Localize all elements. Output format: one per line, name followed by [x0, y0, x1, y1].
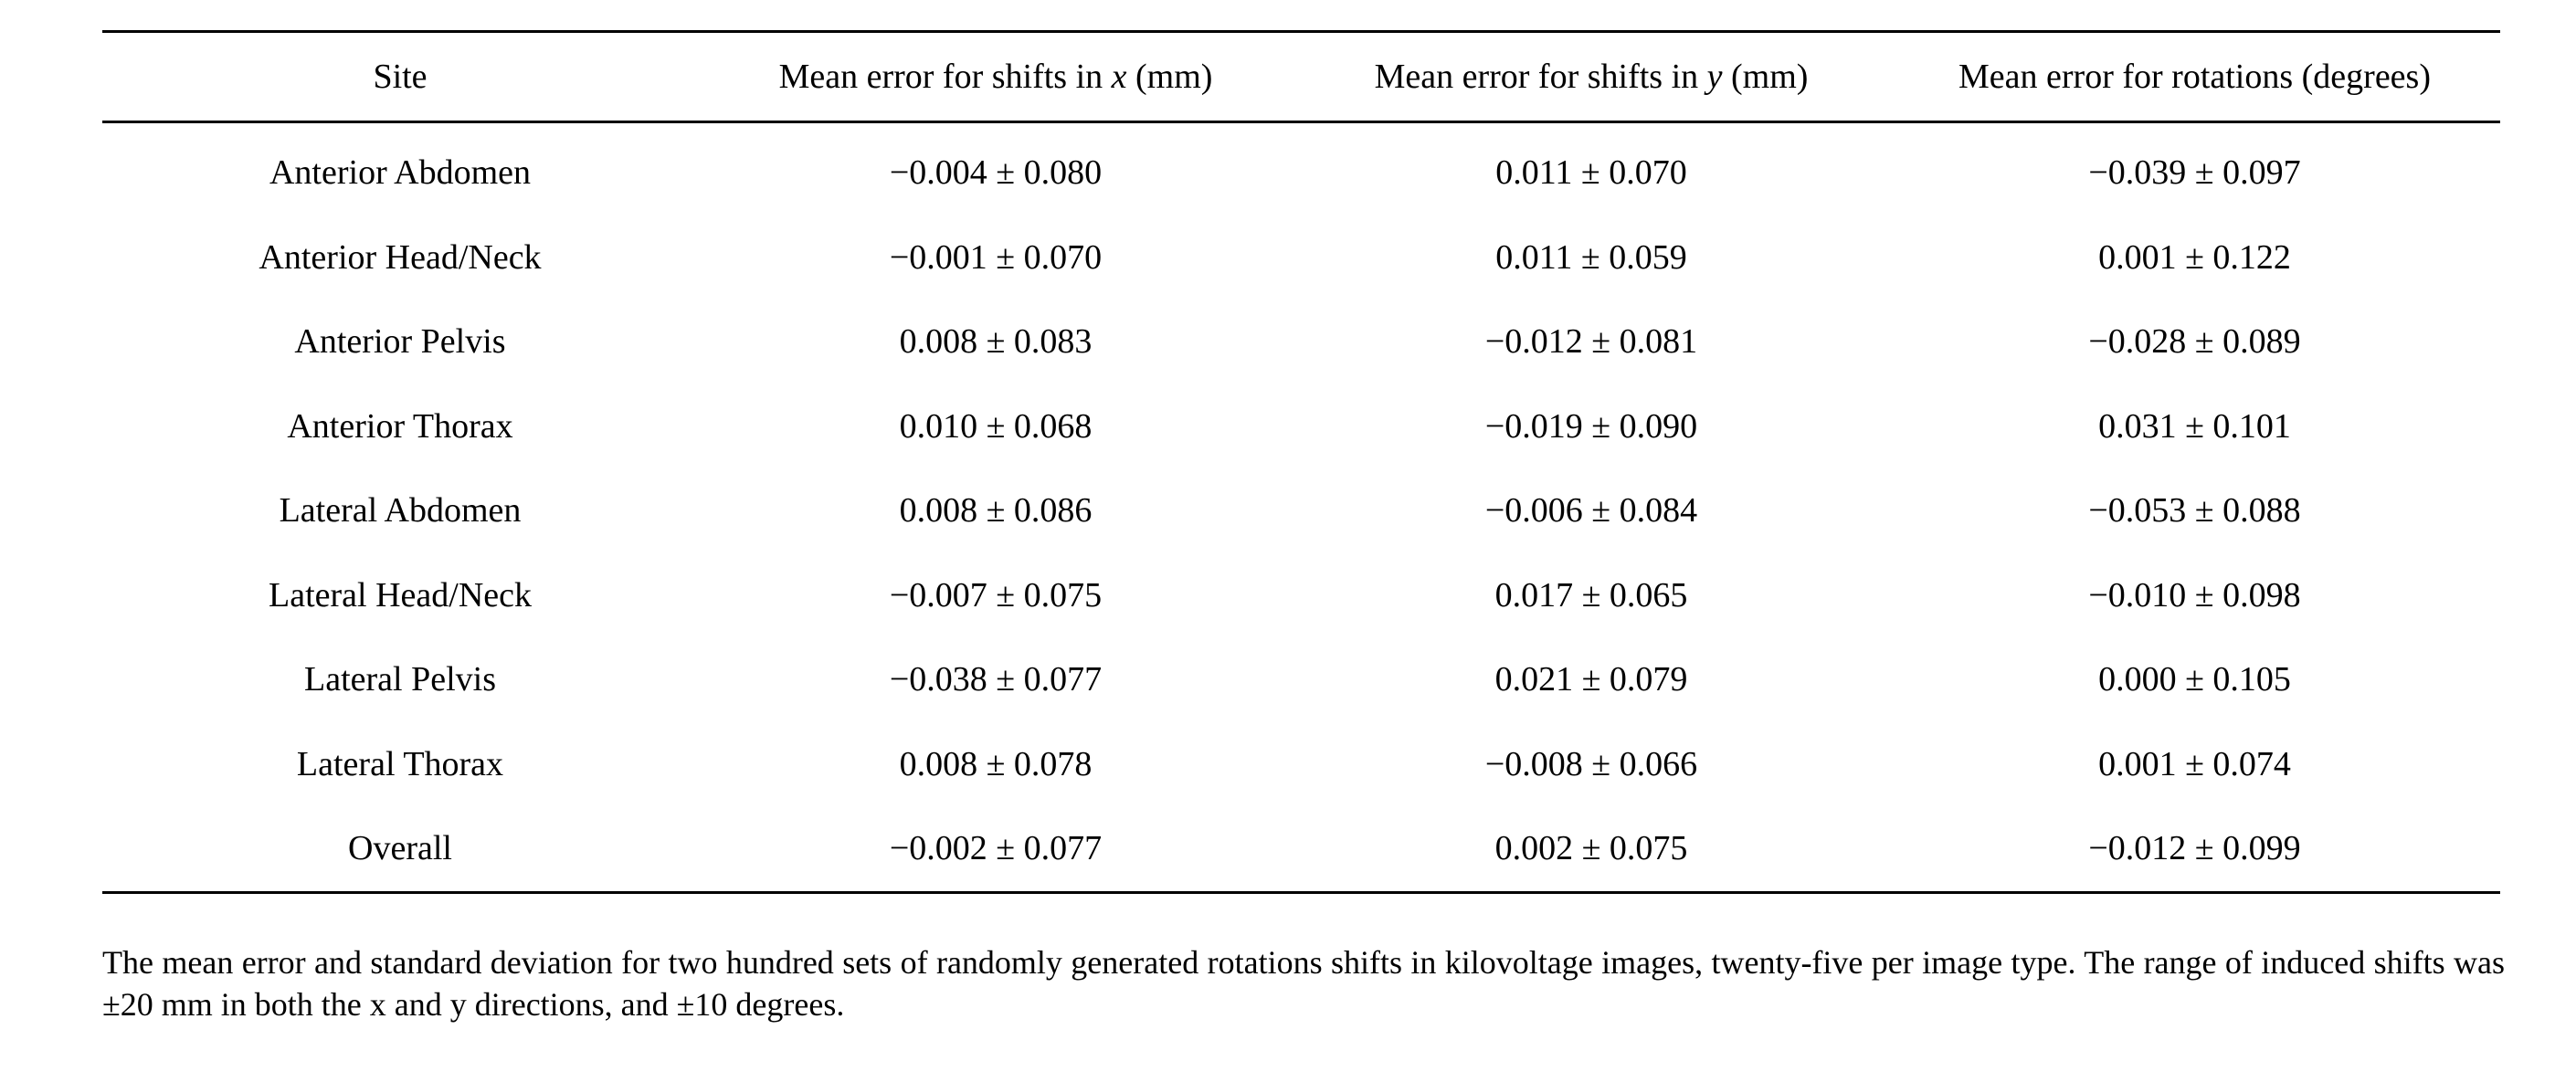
cell-site: Anterior Abdomen [269, 153, 531, 193]
cell-shift-y: −0.019 ± 0.090 [1484, 406, 1698, 446]
cell-rotation: −0.028 ± 0.089 [2088, 322, 2301, 362]
table-caption: The mean error and standard deviation fo… [102, 944, 2505, 1023]
cell-site: Anterior Pelvis [294, 322, 506, 362]
cell-shift-x: 0.008 ± 0.078 [899, 744, 1093, 783]
cell-shift-y: 0.017 ± 0.065 [1494, 575, 1688, 615]
table-row: Lateral Head/Neck −0.007 ± 0.075 0.017 ±… [102, 553, 2500, 638]
cell-site: Anterior Head/Neck [259, 237, 542, 277]
cell-site: Lateral Pelvis [304, 660, 496, 699]
table-header-row: Site Mean error for shifts in x (mm) Mea… [102, 31, 2500, 122]
cell-shift-y: 0.011 ± 0.070 [1495, 153, 1687, 193]
cell-shift-x: −0.007 ± 0.075 [889, 575, 1103, 615]
header-site: Site [373, 58, 428, 96]
cell-rotation: 0.000 ± 0.105 [2098, 660, 2291, 699]
cell-shift-x: 0.010 ± 0.068 [899, 406, 1093, 446]
cell-shift-y: −0.012 ± 0.081 [1484, 322, 1698, 362]
cell-rotation: −0.053 ± 0.088 [2088, 491, 2301, 530]
cell-shift-x: 0.008 ± 0.086 [899, 491, 1093, 530]
cell-rotation: −0.039 ± 0.097 [2088, 153, 2301, 193]
results-table-container: Site Mean error for shifts in x (mm) Mea… [102, 30, 2500, 894]
table-row: Anterior Thorax 0.010 ± 0.068 −0.019 ± 0… [102, 384, 2500, 469]
table-row: Lateral Abdomen 0.008 ± 0.086 −0.006 ± 0… [102, 468, 2500, 553]
table-row: Anterior Pelvis 0.008 ± 0.083 −0.012 ± 0… [102, 299, 2500, 384]
table-row: Anterior Head/Neck −0.001 ± 0.070 0.011 … [102, 215, 2500, 300]
cell-site: Lateral Thorax [296, 744, 504, 783]
table-row: Lateral Pelvis −0.038 ± 0.077 0.021 ± 0.… [102, 637, 2500, 722]
cell-rotation: 0.031 ± 0.101 [2098, 406, 2291, 446]
header-shift-y-post: (mm) [1722, 58, 1809, 96]
header-shift-y-var: y [1706, 58, 1723, 96]
table-row: Anterior Abdomen −0.004 ± 0.080 0.011 ± … [102, 122, 2500, 215]
cell-site: Lateral Abdomen [279, 491, 522, 530]
results-table: Site Mean error for shifts in x (mm) Mea… [102, 30, 2500, 894]
cell-site: Overall [348, 829, 452, 868]
cell-rotation: −0.010 ± 0.098 [2088, 575, 2301, 615]
cell-site: Lateral Head/Neck [269, 575, 532, 615]
header-shift-y: Mean error for shifts in y (mm) [1293, 32, 1889, 122]
cell-rotation: 0.001 ± 0.122 [2098, 237, 2291, 277]
cell-shift-y: 0.021 ± 0.079 [1494, 660, 1688, 699]
header-shift-x-pre: Mean error for shifts in [778, 58, 1112, 96]
cell-shift-x: −0.004 ± 0.080 [889, 153, 1103, 193]
cell-shift-y: −0.006 ± 0.084 [1484, 491, 1698, 530]
table-row-overall: Overall −0.002 ± 0.077 0.002 ± 0.075 −0.… [102, 806, 2500, 892]
cell-shift-x: 0.008 ± 0.083 [899, 322, 1093, 362]
header-shift-x: Mean error for shifts in x (mm) [698, 32, 1293, 122]
cell-site: Anterior Thorax [287, 406, 513, 446]
header-shift-x-post: (mm) [1126, 58, 1213, 96]
header-rotations: Mean error for rotations (degrees) [1958, 58, 2431, 96]
cell-rotation: −0.012 ± 0.099 [2088, 829, 2301, 868]
cell-shift-y: 0.011 ± 0.059 [1495, 237, 1687, 277]
header-shift-y-pre: Mean error for shifts in [1374, 58, 1707, 96]
table-row: Lateral Thorax 0.008 ± 0.078 −0.008 ± 0.… [102, 722, 2500, 807]
cell-shift-x: −0.038 ± 0.077 [889, 660, 1103, 699]
cell-shift-x: −0.002 ± 0.077 [889, 829, 1103, 868]
cell-shift-y: −0.008 ± 0.066 [1484, 744, 1698, 783]
cell-rotation: 0.001 ± 0.074 [2098, 744, 2291, 783]
header-shift-x-var: x [1111, 58, 1127, 96]
cell-shift-y: 0.002 ± 0.075 [1494, 829, 1688, 868]
cell-shift-x: −0.001 ± 0.070 [889, 237, 1103, 277]
